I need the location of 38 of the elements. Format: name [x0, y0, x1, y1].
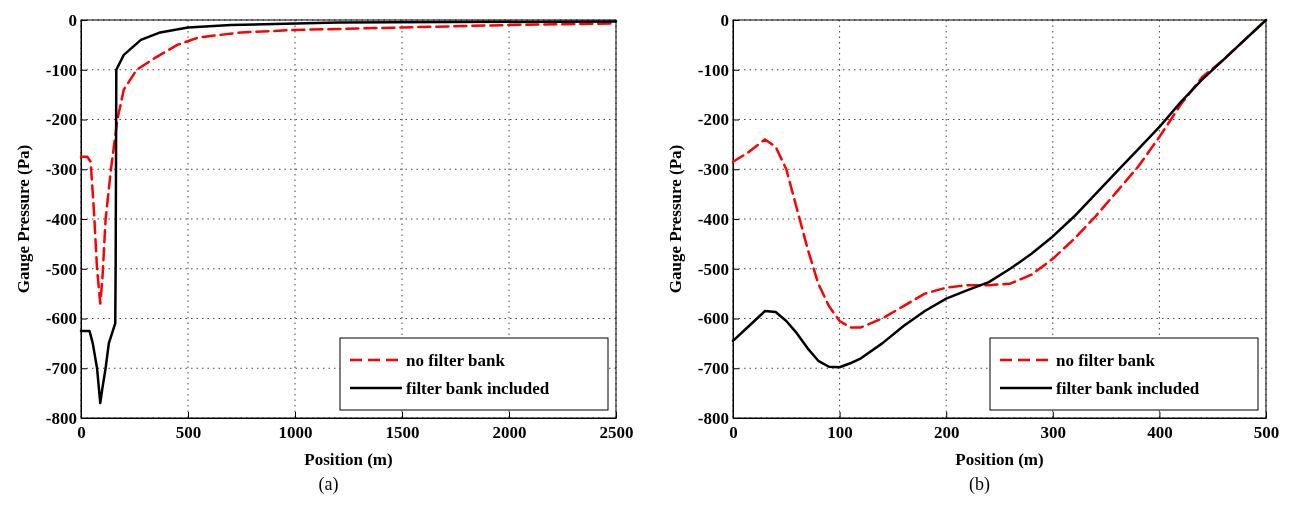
y-axis-title: Gauge Pressure (Pa): [14, 144, 33, 294]
x-tick-label: 500: [175, 423, 202, 443]
legend-label: filter bank included: [406, 379, 550, 398]
y-tick-label: -700: [45, 359, 77, 379]
legend-label: filter bank included: [1056, 379, 1200, 398]
y-tick-label: -700: [697, 359, 729, 379]
x-tick-label: 400: [1147, 423, 1173, 443]
y-tick-label: 0: [720, 10, 729, 30]
x-axis-title: Position (m): [955, 450, 1044, 469]
y-tick-label: -800: [45, 408, 77, 428]
y-tick-label: -300: [45, 160, 77, 180]
x-tick-label: 1500: [385, 423, 420, 443]
x-tick-label: 2000: [492, 423, 527, 443]
y-tick-label: -400: [697, 209, 729, 229]
x-tick-label: 500: [1253, 423, 1280, 443]
y-tick-label: -600: [697, 309, 729, 329]
legend-label: no filter bank: [406, 351, 506, 370]
y-tick-label: -200: [45, 110, 77, 130]
x-axis-title: Position (m): [304, 450, 393, 469]
y-tick-label: -400: [45, 209, 77, 229]
text: (a): [318, 474, 339, 495]
x-tick-label: 100: [827, 423, 853, 443]
y-tick-label: -300: [697, 160, 729, 180]
x-tick-label: 1000: [278, 423, 313, 443]
y-tick-label: -100: [45, 60, 77, 80]
y-axis-title: Gauge Pressure (Pa): [666, 144, 685, 294]
text: (b): [969, 474, 990, 495]
x-tick-label: 300: [1040, 423, 1067, 443]
y-tick-label: -200: [697, 110, 729, 130]
y-tick-label: -100: [697, 60, 729, 80]
y-tick-label: -500: [697, 259, 729, 279]
y-tick-label: -600: [45, 309, 77, 329]
x-tick-label: 200: [933, 423, 960, 443]
y-tick-label: 0: [68, 10, 77, 30]
y-tick-label: -800: [697, 408, 729, 428]
y-tick-label: -500: [45, 259, 77, 279]
x-tick-label: 2500: [599, 423, 634, 443]
legend-label: no filter bank: [1056, 351, 1156, 370]
